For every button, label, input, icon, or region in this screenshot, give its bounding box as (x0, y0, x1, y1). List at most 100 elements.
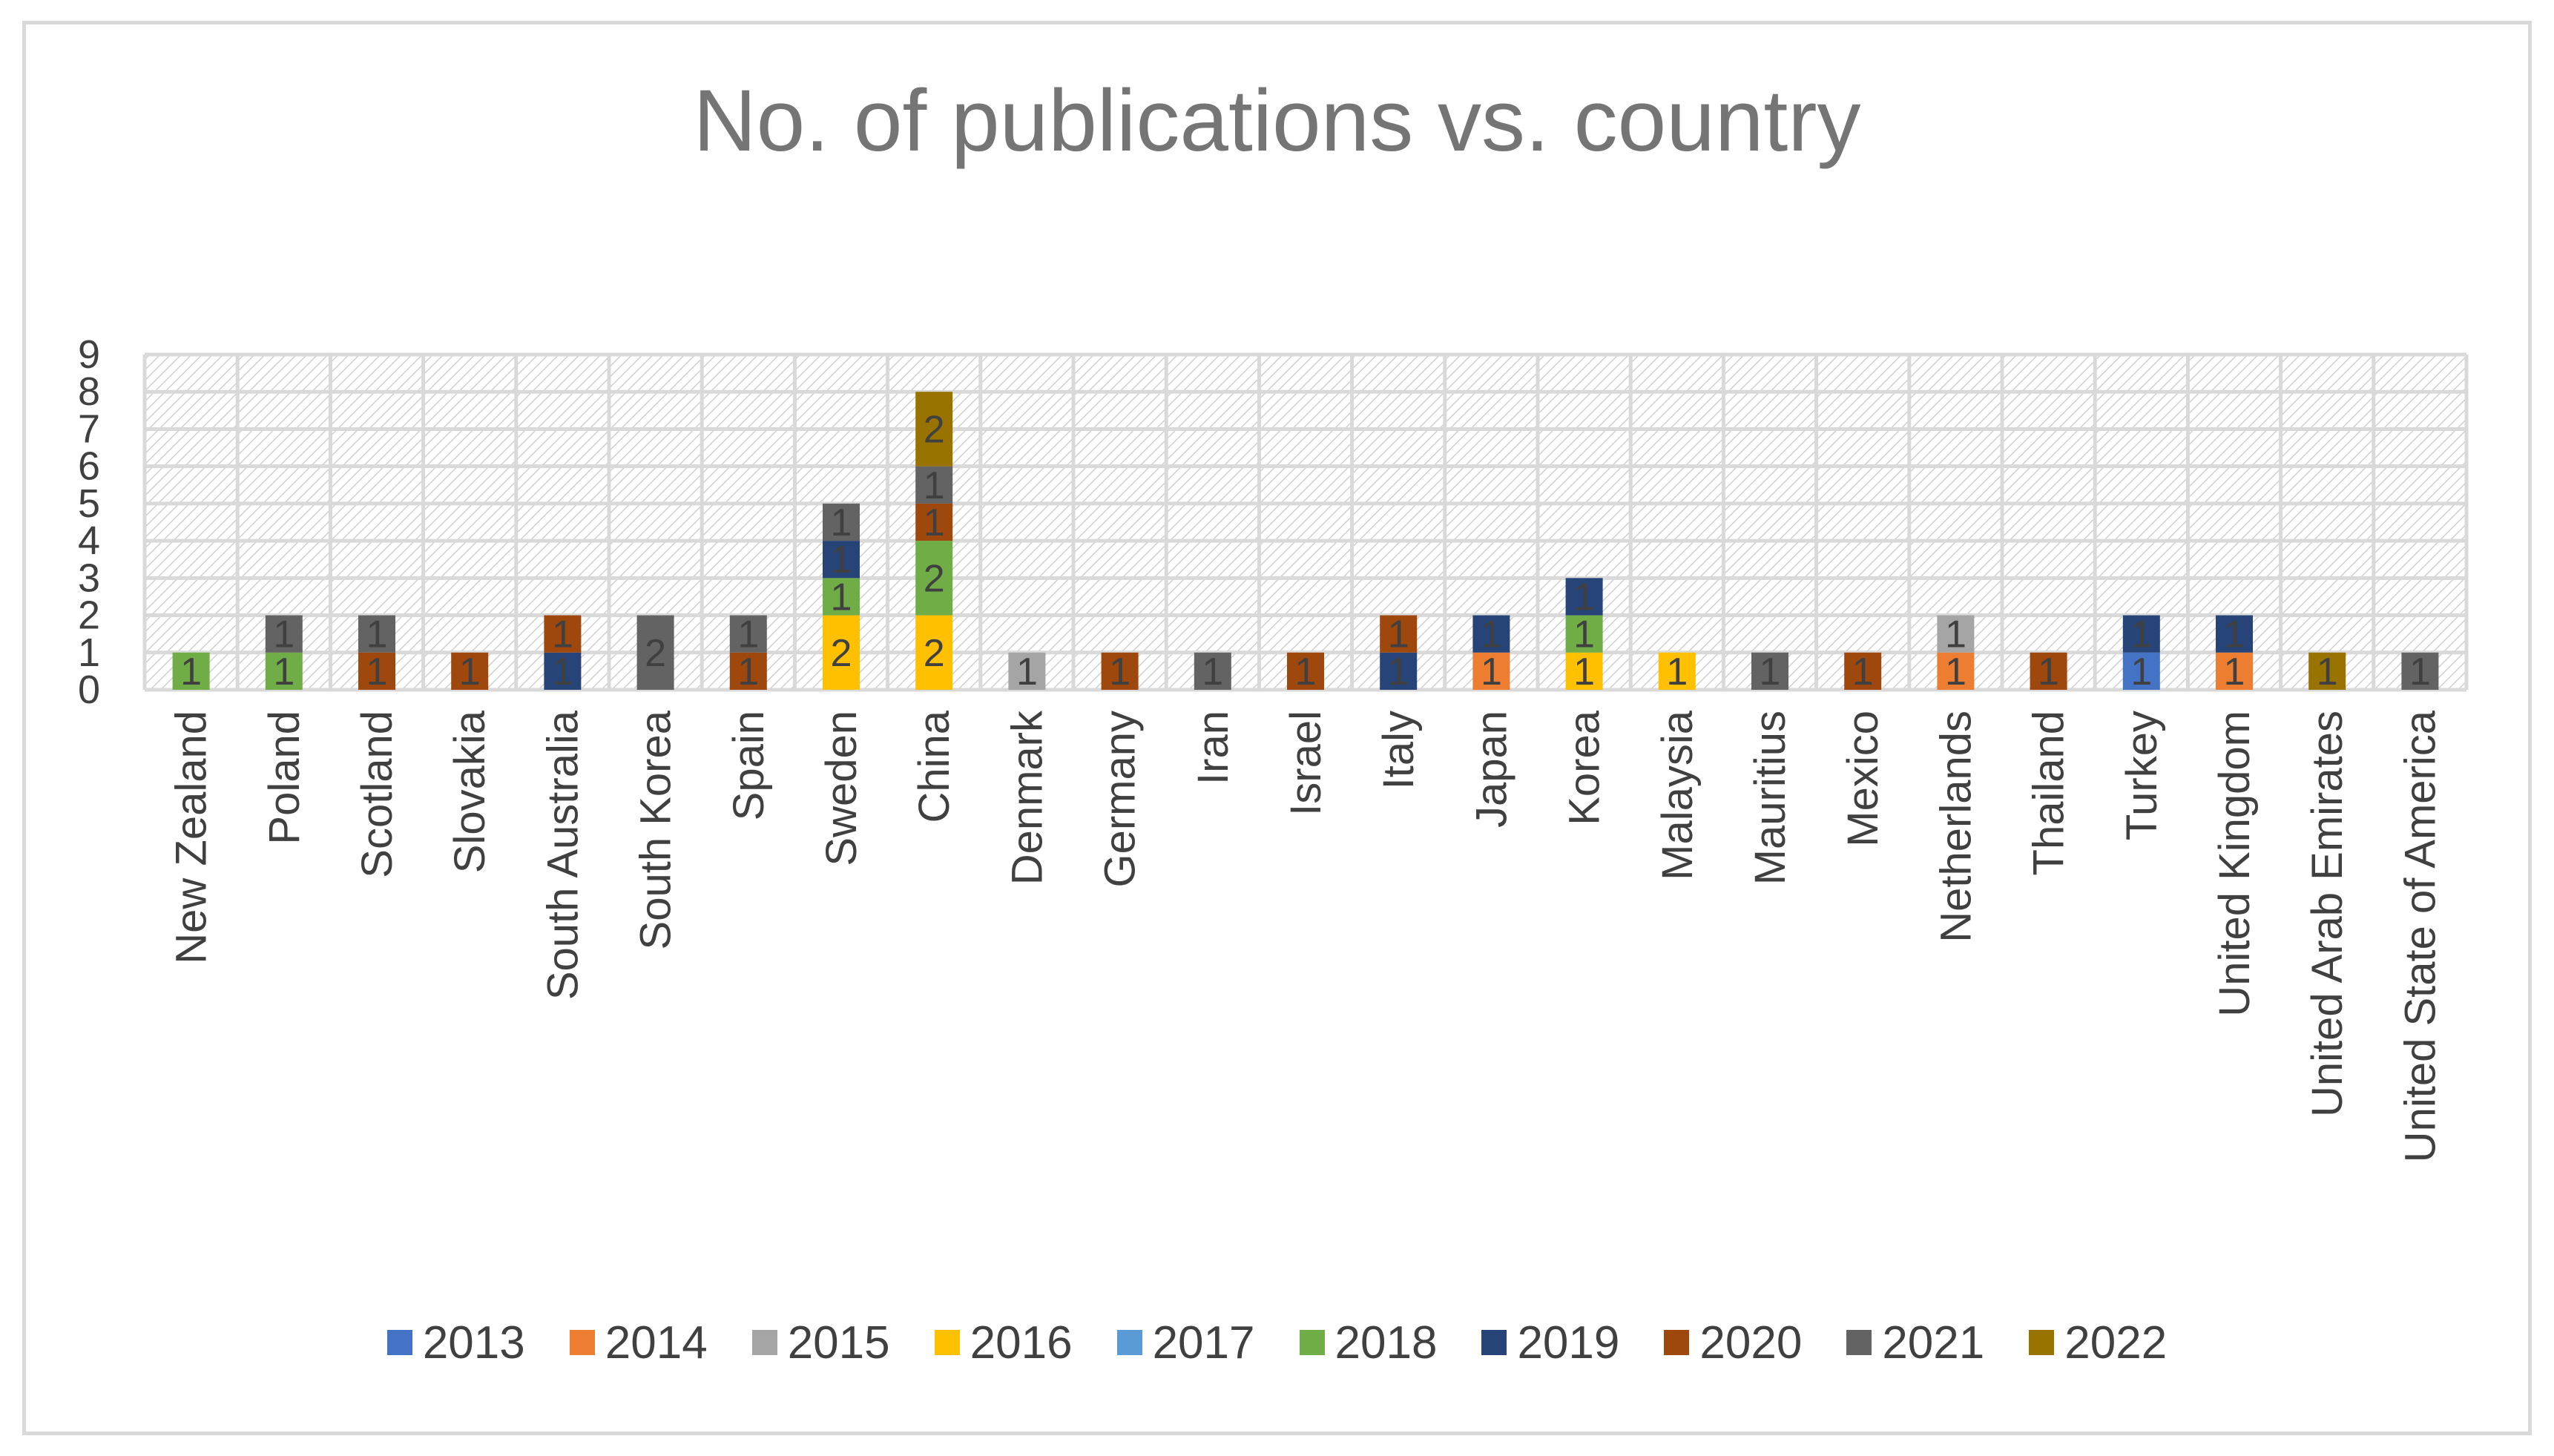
data-label: 1 (1573, 576, 1595, 619)
data-label: 1 (831, 576, 852, 619)
legend-item: 2017 (1116, 1317, 1255, 1369)
bar-segment (2308, 652, 2346, 690)
bar-segment (358, 615, 395, 653)
data-label: 1 (2038, 650, 2059, 694)
data-label: 1 (737, 613, 759, 656)
legend-swatch (1299, 1330, 1325, 1355)
bar-segment (1101, 652, 1139, 690)
x-category-label: Thailand (2025, 711, 2073, 875)
x-category-label: Italy (1375, 711, 1423, 789)
bar-segment (1751, 652, 1788, 690)
data-label: 1 (1016, 650, 1038, 694)
legend-item: 2020 (1664, 1317, 1802, 1369)
legend-swatch (1116, 1330, 1142, 1355)
data-label: 1 (273, 613, 294, 656)
bar-segment (729, 652, 767, 690)
legend-label: 2018 (1334, 1317, 1438, 1368)
data-label: 1 (1295, 650, 1317, 694)
legend-label: 2020 (1699, 1317, 1803, 1368)
legend-swatch (1846, 1330, 1872, 1355)
x-category-label: China (910, 710, 958, 823)
data-label: 1 (459, 650, 481, 694)
x-category-label: United Kingdom (2211, 711, 2259, 1017)
data-label: 1 (1388, 650, 1409, 694)
legend-label: 2022 (2064, 1317, 2168, 1368)
bar-segment (1380, 615, 1418, 653)
legend-swatch (569, 1330, 595, 1355)
bar-segment (1008, 652, 1046, 690)
legend-label: 2016 (970, 1317, 1073, 1368)
y-tick-label: 1 (78, 630, 100, 675)
bar-segment (823, 578, 860, 616)
bar-segment (172, 652, 210, 690)
x-category-label: South Korea (632, 710, 680, 949)
bar-segment (729, 615, 767, 653)
x-category-label: Japan (1467, 711, 1515, 828)
data-label: 1 (1202, 650, 1223, 694)
data-label: 2 (924, 557, 945, 600)
bar-segment (1565, 652, 1603, 690)
bar-segment (358, 652, 395, 690)
bar-segment (265, 615, 303, 653)
legend-item: 2015 (751, 1317, 890, 1369)
bar-segment (1937, 652, 1975, 690)
data-label: 1 (273, 650, 294, 694)
x-category-label: New Zealand (168, 711, 216, 964)
data-label: 1 (1666, 650, 1688, 694)
legend-label: 2017 (1152, 1317, 1255, 1368)
plot-area-background (145, 355, 2466, 690)
y-tick-label: 8 (78, 369, 100, 414)
data-label: 1 (1760, 650, 1781, 694)
x-category-label: Poland (260, 711, 309, 845)
legend-swatch (386, 1330, 412, 1355)
data-label: 1 (552, 650, 573, 694)
x-category-label: Scotland (353, 711, 401, 878)
bar-segment (2122, 615, 2160, 653)
data-label: 1 (1388, 613, 1409, 656)
y-tick-label: 0 (78, 668, 100, 712)
data-label: 1 (737, 650, 759, 694)
bar-segment (2216, 615, 2253, 653)
x-category-label: Denmark (1003, 710, 1051, 885)
bar-segment (544, 615, 582, 653)
x-category-label: Mexico (1839, 711, 1887, 847)
x-category-label: Sweden (817, 711, 866, 866)
data-label: 1 (924, 464, 945, 507)
x-category-label: Iran (1189, 711, 1237, 785)
data-label: 1 (1109, 650, 1130, 694)
legend-swatch (1664, 1330, 1690, 1355)
bar-segment (915, 615, 953, 690)
x-category-label: Germany (1096, 711, 1145, 888)
data-label: 1 (924, 501, 945, 544)
bar-segment (1380, 652, 1418, 690)
bar-segment (2030, 652, 2067, 690)
legend-swatch (2029, 1330, 2055, 1355)
x-category-label: United State of America (2396, 710, 2444, 1162)
legend-item: 2021 (1846, 1317, 1984, 1369)
data-label: 1 (1945, 650, 1966, 694)
data-label: 1 (2409, 650, 2431, 694)
y-tick-label: 5 (78, 481, 100, 526)
data-label: 1 (1852, 650, 1874, 694)
bar-segment (823, 503, 860, 541)
bar-segment (1194, 652, 1231, 690)
x-category-label: Turkey (2118, 711, 2166, 840)
data-label: 1 (2224, 613, 2245, 656)
data-label: 1 (2130, 613, 2152, 656)
legend-item: 2016 (934, 1317, 1073, 1369)
x-category-label: South Australia (539, 710, 587, 1000)
data-label: 1 (1945, 613, 1966, 656)
data-label: 1 (2130, 650, 2152, 694)
x-category-label: Mauritius (1746, 711, 1794, 885)
data-label: 2 (924, 632, 945, 675)
bar-segment (636, 615, 674, 690)
data-label: 1 (1573, 613, 1595, 656)
bar-segment (2401, 652, 2439, 690)
legend-item: 2013 (386, 1317, 525, 1369)
legend-label: 2021 (1882, 1317, 1985, 1368)
data-label: 1 (366, 613, 388, 656)
bar-segment (2216, 652, 2253, 690)
x-category-label: Malaysia (1653, 710, 1702, 880)
legend-swatch (751, 1330, 777, 1355)
data-label: 1 (366, 650, 388, 694)
